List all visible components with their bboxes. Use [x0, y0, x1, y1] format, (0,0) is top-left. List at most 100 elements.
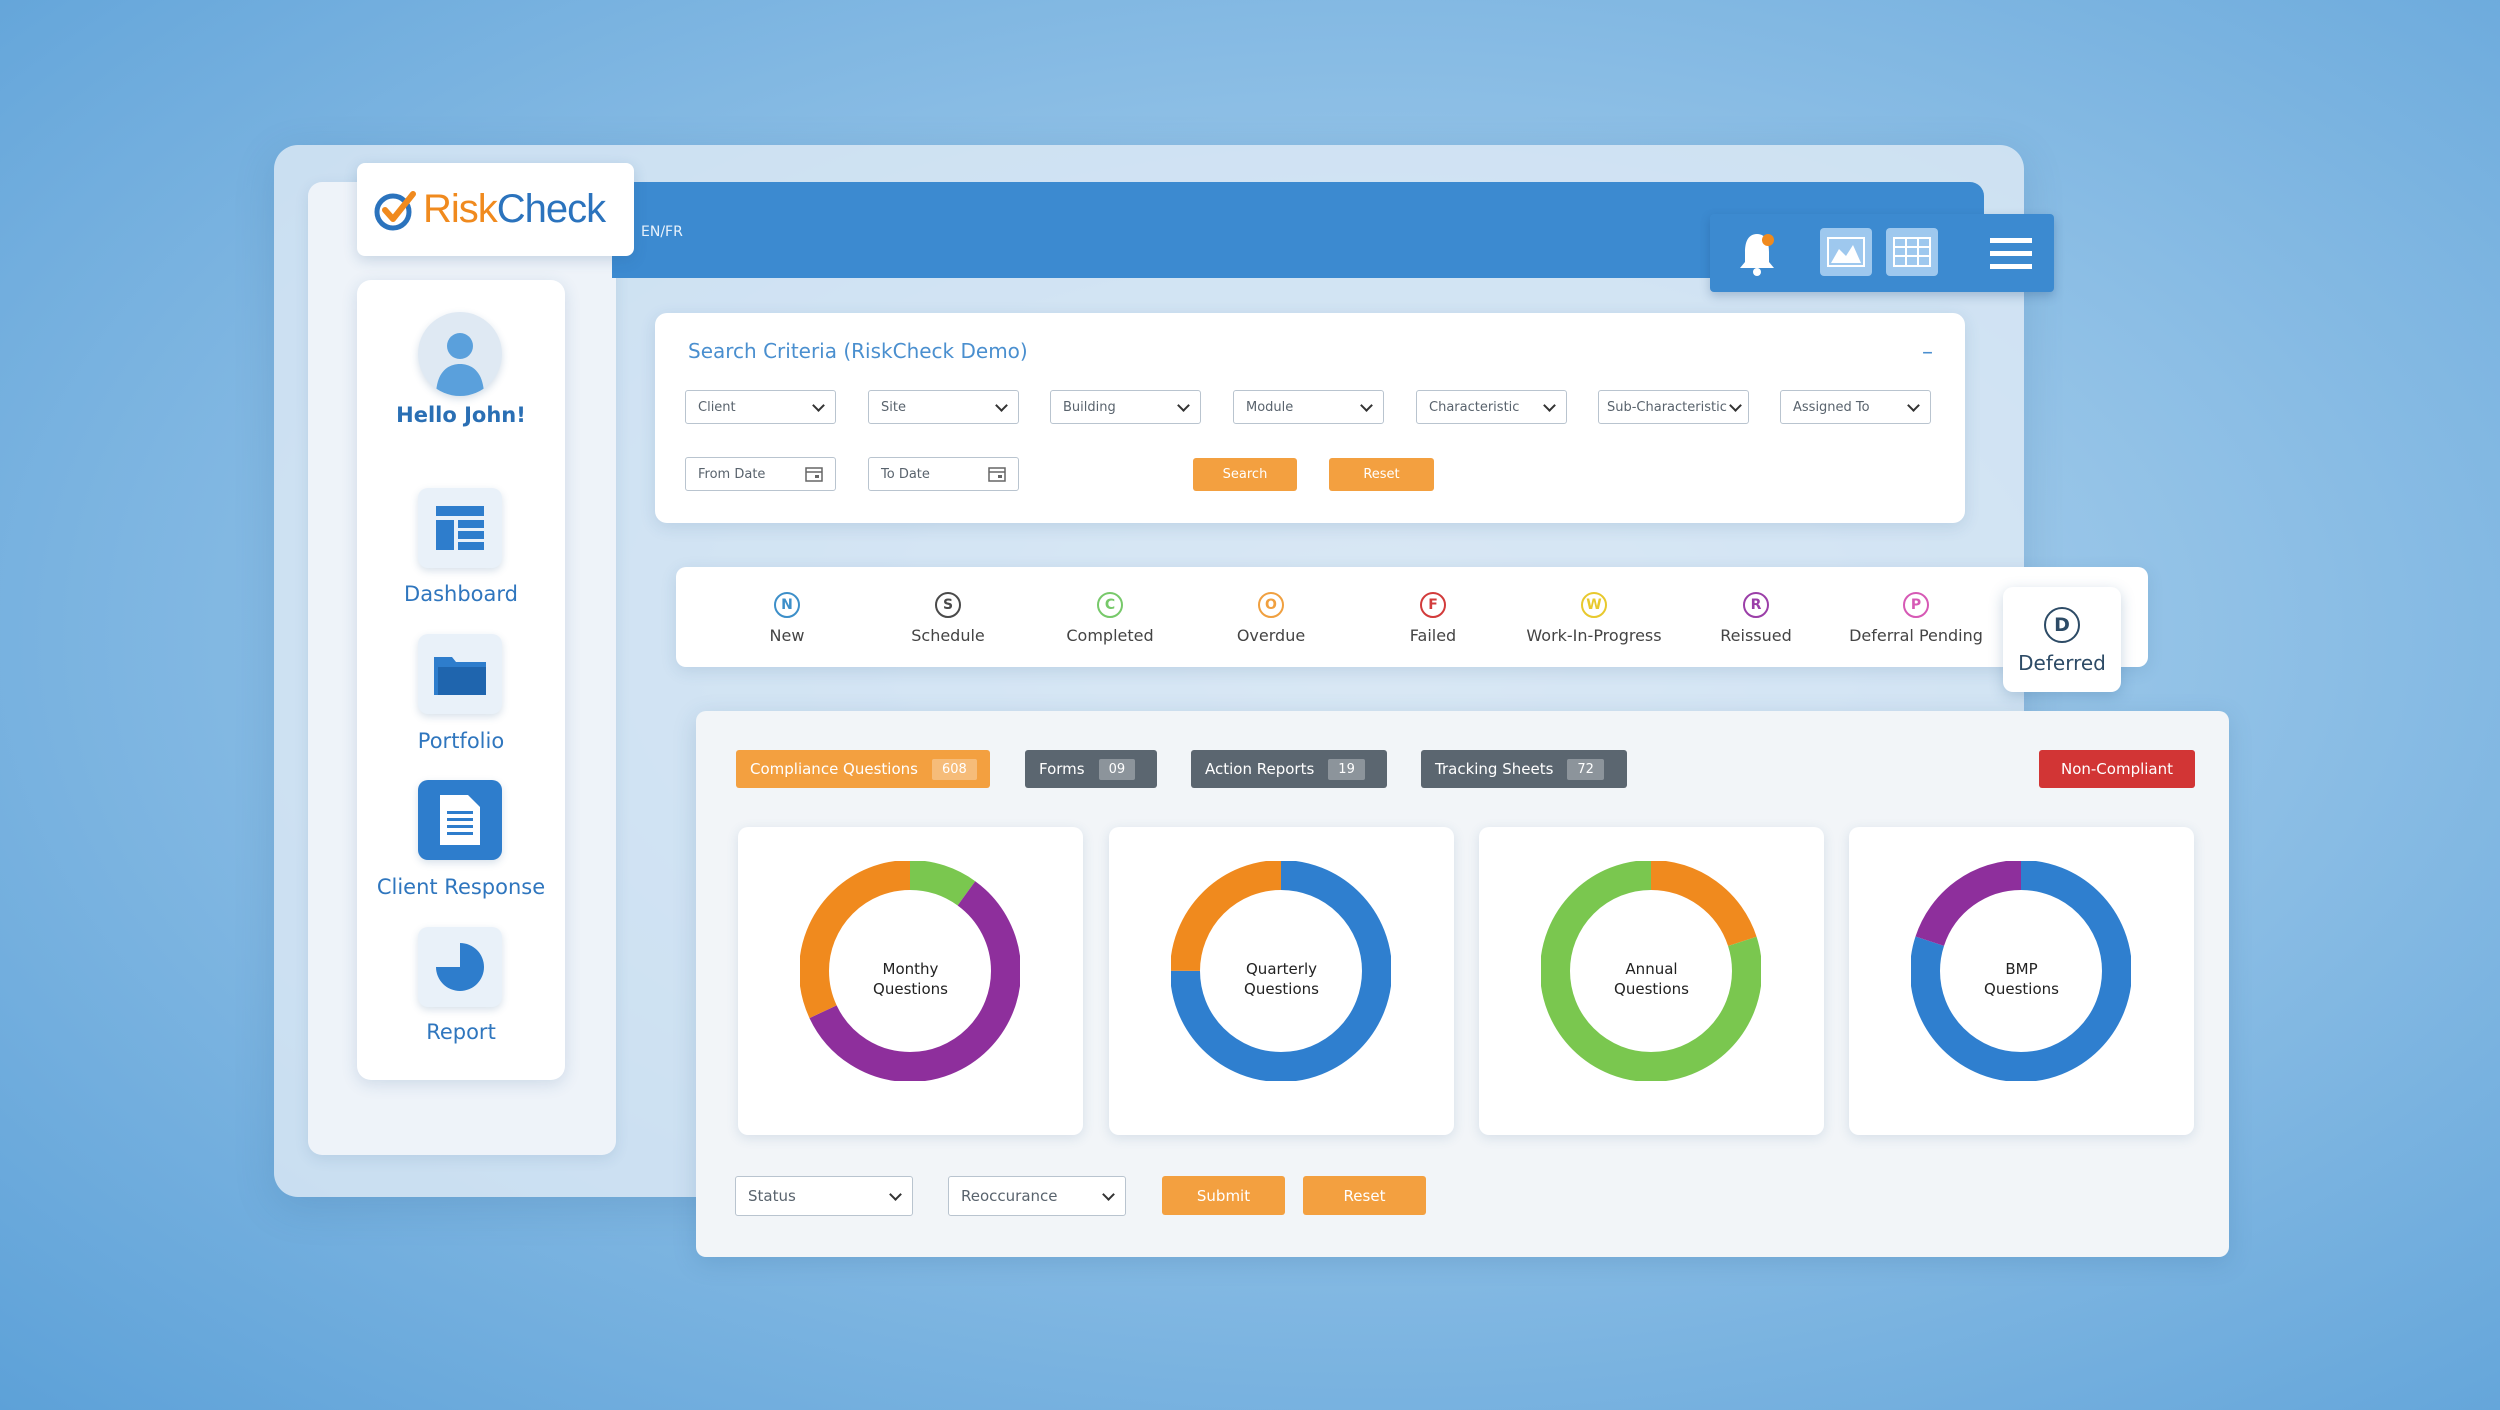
status-label: Reissued — [1720, 626, 1792, 645]
status-label: Deferred — [2018, 651, 2106, 675]
chevron-down-icon — [812, 398, 825, 412]
sidebar-item-label[interactable]: Client Response — [376, 875, 546, 899]
status-letter-icon: P — [1903, 592, 1929, 618]
client-select[interactable]: Client — [685, 390, 836, 424]
donut-chart — [800, 861, 1020, 1081]
logo-text: RiskCheck — [423, 187, 606, 231]
sidebar-item-report[interactable] — [418, 927, 502, 1007]
chevron-down-icon — [1543, 398, 1556, 412]
count-badge: 72 — [1567, 758, 1604, 780]
area-chart-icon[interactable] — [1820, 228, 1872, 276]
sidebar-item-label[interactable]: Report — [426, 1020, 496, 1044]
status-label: Schedule — [911, 626, 985, 645]
sidebar-item-label[interactable]: Dashboard — [404, 582, 518, 606]
user-avatar[interactable] — [418, 312, 502, 396]
building-select[interactable]: Building — [1050, 390, 1201, 424]
chart-card-bmp[interactable]: BMP Questions — [1849, 827, 2194, 1135]
status-failed[interactable]: F Failed — [1358, 592, 1508, 645]
chart-card-quarterly[interactable]: Quarterly Questions — [1109, 827, 1454, 1135]
module-select[interactable]: Module — [1233, 390, 1384, 424]
status-select[interactable]: Status — [735, 1176, 913, 1216]
status-label: Overdue — [1236, 626, 1306, 645]
status-overdue[interactable]: O Overdue — [1196, 592, 1346, 645]
chevron-down-icon — [889, 1187, 902, 1201]
count-badge: 09 — [1098, 758, 1136, 780]
chart-card-annual[interactable]: Annual Questions — [1479, 827, 1824, 1135]
status-label: Completed — [1066, 626, 1154, 645]
sub-characteristic-select[interactable]: Sub-Characteristic — [1598, 390, 1749, 424]
status-letter-icon: F — [1420, 592, 1446, 618]
donut-center-label: Quarterly Questions — [1244, 960, 1319, 998]
chevron-down-icon — [1360, 398, 1373, 412]
top-toolbar — [1710, 214, 2054, 292]
status-deferred[interactable]: D Deferred — [2003, 587, 2121, 692]
status-letter-icon: O — [1258, 592, 1284, 618]
sidebar-item-label[interactable]: Portfolio — [417, 729, 505, 753]
table-grid-icon[interactable] — [1886, 228, 1938, 276]
sidebar-item-client-response[interactable] — [418, 780, 502, 860]
tab-action-reports[interactable]: Action Reports 19 — [1191, 750, 1387, 788]
status-reissued[interactable]: R Reissued — [1681, 592, 1831, 645]
donut-slice-2[interactable] — [800, 861, 1020, 1081]
search-criteria-title: Search Criteria (RiskCheck Demo) — [688, 339, 1028, 363]
status-completed[interactable]: C Completed — [1035, 592, 1185, 645]
status-label: Work-In-Progress — [1526, 626, 1662, 645]
chevron-down-icon — [995, 398, 1008, 412]
assigned-to-select[interactable]: Assigned To — [1780, 390, 1931, 424]
non-compliant-button[interactable]: Non-Compliant — [2039, 750, 2195, 788]
donut-center-label: Monthy Questions — [873, 960, 948, 998]
submit-button[interactable]: Submit — [1162, 1176, 1285, 1215]
user-icon — [436, 333, 484, 396]
tab-tracking-sheets[interactable]: Tracking Sheets 72 — [1421, 750, 1627, 788]
status-letter-icon: N — [774, 592, 800, 618]
document-icon — [440, 795, 480, 845]
status-letter-icon: W — [1581, 592, 1607, 618]
status-filter-strip — [676, 567, 2148, 667]
hamburger-menu-icon[interactable] — [1990, 238, 2032, 274]
tab-compliance-questions[interactable]: Compliance Questions 608 — [736, 750, 990, 788]
language-switch[interactable]: EN/FR — [641, 224, 683, 240]
reoccurance-select[interactable]: Reoccurance — [948, 1176, 1126, 1216]
calendar-icon[interactable] — [805, 466, 823, 482]
status-new[interactable]: N New — [712, 592, 862, 645]
logo[interactable]: RiskCheck — [357, 163, 634, 256]
collapse-button[interactable]: – — [1922, 340, 1933, 365]
status-label: Failed — [1409, 626, 1457, 645]
search-button[interactable]: Search — [1193, 458, 1297, 491]
chart-card-monthly[interactable]: Monthy Questions — [738, 827, 1083, 1135]
donut-chart — [1171, 861, 1391, 1081]
chevron-down-icon — [1177, 398, 1190, 412]
donut-slice-1[interactable] — [1541, 861, 1761, 1081]
status-work-in-progress[interactable]: W Work-In-Progress — [1509, 592, 1679, 645]
calendar-icon[interactable] — [988, 466, 1006, 482]
status-letter-icon: S — [935, 592, 961, 618]
donut-chart — [1541, 861, 1761, 1081]
donut-center-label: Annual Questions — [1614, 960, 1689, 998]
search-reset-button[interactable]: Reset — [1329, 458, 1434, 491]
tab-forms[interactable]: Forms 09 — [1025, 750, 1157, 788]
folder-icon — [434, 657, 486, 695]
to-date-field[interactable]: To Date — [868, 457, 1019, 491]
chevron-down-icon — [1907, 398, 1920, 412]
footer-reset-button[interactable]: Reset — [1303, 1176, 1426, 1215]
donut-slice-1[interactable] — [800, 861, 1020, 1081]
status-letter-icon: C — [1097, 592, 1123, 618]
donut-slice-1[interactable] — [1911, 861, 2131, 1081]
bell-icon[interactable] — [1730, 226, 1784, 280]
characteristic-select[interactable]: Characteristic — [1416, 390, 1567, 424]
pie-chart-icon — [436, 943, 484, 991]
sidebar-item-portfolio[interactable] — [418, 634, 502, 714]
donut-slice-0[interactable] — [1171, 861, 1391, 1081]
greeting: Hello John! — [396, 403, 526, 427]
chevron-down-icon — [1102, 1187, 1115, 1201]
from-date-field[interactable]: From Date — [685, 457, 836, 491]
sidebar-item-dashboard[interactable] — [418, 488, 502, 568]
status-letter-icon: D — [2044, 607, 2080, 643]
donut-chart — [1911, 861, 2131, 1081]
status-label: Deferral Pending — [1849, 626, 1983, 645]
status-letter-icon: R — [1743, 592, 1769, 618]
dashboard-icon — [436, 506, 484, 550]
status-schedule[interactable]: S Schedule — [873, 592, 1023, 645]
site-select[interactable]: Site — [868, 390, 1019, 424]
status-deferral-pending[interactable]: P Deferral Pending — [1836, 592, 1996, 645]
